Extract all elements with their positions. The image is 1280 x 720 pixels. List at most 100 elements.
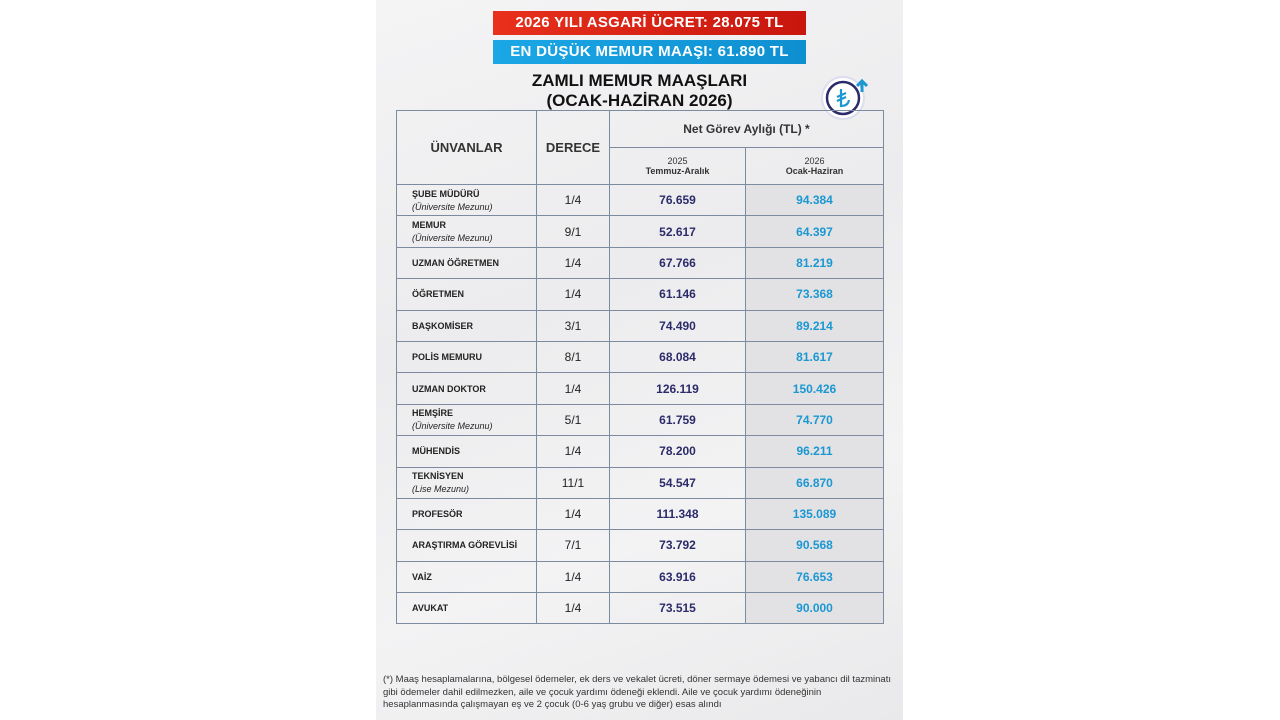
job-title: POLİS MEMURU [412,352,483,363]
grade-cell: 5/1 [536,403,610,437]
title-cell: UZMAN ÖĞRETMEN [396,246,537,280]
job-title: ÖĞRETMEN [412,289,465,300]
job-title: UZMAN DOKTOR [412,383,486,394]
period: Ocak-Haziran [785,166,844,176]
salary-2026: 94.384 [745,183,884,217]
salary-2025: 61.759 [609,403,746,437]
job-note: (Üniversite Mezunu) [412,421,493,432]
header-2025: 2025 Temmuz-Aralık [609,147,746,185]
salary-2025: 74.490 [609,309,746,342]
grade-cell: 7/1 [536,529,610,562]
title-cell: ARAŞTIRMA GÖREVLİSİ [396,529,537,562]
title-cell: POLİS MEMURU [396,340,537,374]
table-row: BAŞKOMİSER 3/1 74.490 89.214 [396,309,884,342]
grade-cell: 9/1 [536,215,610,248]
salary-2026: 66.870 [745,466,884,499]
table-row: ŞUBE MÜDÜRÜ (Üniversite Mezunu) 1/4 76.659 9… [396,183,884,217]
salary-2025: 63.916 [609,560,746,594]
salary-2025: 73.792 [609,529,746,562]
title-cell: MÜHENDİS [396,435,537,468]
salary-2025: 73.515 [609,592,746,625]
year: 2026 [804,156,825,166]
job-title: HEMŞİRE [412,408,454,419]
header-grade: DERECE [536,110,610,185]
salary-2025: 68.084 [609,340,746,374]
salary-2025: 76.659 [609,183,746,217]
title-cell: ŞUBE MÜDÜRÜ (Üniversite Mezunu) [396,183,537,217]
salary-2026: 135.089 [745,497,884,531]
table-row: MÜHENDİS 1/4 78.200 96.211 [396,435,884,468]
salary-2026: 81.617 [745,340,884,374]
table-row: PROFESÖR 1/4 111.348 135.089 [396,497,884,531]
grade-cell: 1/4 [536,278,610,311]
infographic: 2026 YILI ASGARİ ÜCRET: 28.075 TL EN DÜŞ… [376,0,903,720]
grade-cell: 1/4 [536,560,610,594]
salary-2025: 111.348 [609,497,746,531]
grade-cell: 8/1 [536,340,610,374]
salary-2025: 67.766 [609,246,746,280]
job-title: VAİZ [412,571,432,582]
title-cell: VAİZ [396,560,537,594]
job-title: PROFESÖR [412,509,463,520]
job-title: TEKNİSYEN [412,471,464,482]
grade-cell: 1/4 [536,592,610,625]
salary-2026: 64.397 [745,215,884,248]
grade-cell: 1/4 [536,183,610,217]
salary-2025: 52.617 [609,215,746,248]
title: ZAMLI MEMUR MAAŞLARI [531,71,748,90]
year: 2025 [667,156,688,166]
header-2026: 2026 Ocak-Haziran [745,147,884,185]
footnote: (*) Maaş hesaplamalarına, bölgesel ödeme… [383,674,891,710]
job-note: (Üniversite Mezunu) [412,201,493,212]
table-row: HEMŞİRE (Üniversite Mezunu) 5/1 61.759 74.77… [396,403,884,437]
salary-2026: 96.211 [745,435,884,468]
grade-cell: 1/4 [536,372,610,405]
grade-cell: 11/1 [536,466,610,499]
salary-2026: 90.568 [745,529,884,562]
grade-cell: 1/4 [536,497,610,531]
salary-2026: 81.219 [745,246,884,280]
salary-2026: 76.653 [745,560,884,594]
job-title: MÜHENDİS [412,446,461,457]
title-cell: UZMAN DOKTOR [396,372,537,405]
table-body: ŞUBE MÜDÜRÜ (Üniversite Mezunu) 1/4 76.659 9… [396,183,884,625]
job-title: ARAŞTIRMA GÖREVLİSİ [412,540,518,551]
salary-2025: 126.119 [609,372,746,405]
salary-2026: 74.770 [745,403,884,437]
min-salary-banner: EN DÜŞÜK MEMUR MAAŞI: 61.890 TL [493,40,806,64]
title-cell: ÖĞRETMEN [396,278,537,311]
title-cell: BAŞKOMİSER [396,309,537,342]
salary-2025: 54.547 [609,466,746,499]
job-title: UZMAN ÖĞRETMEN [412,257,499,268]
salary-2025: 78.200 [609,435,746,468]
job-note: (Üniversite Mezunu) [412,233,493,244]
table-row: UZMAN DOKTOR 1/4 126.119 150.426 [396,372,884,405]
table-row: UZMAN ÖĞRETMEN 1/4 67.766 81.219 [396,246,884,280]
table-row: ARAŞTIRMA GÖREVLİSİ 7/1 73.792 90.568 [396,529,884,562]
salary-table: ÜNVANLAR DERECE Net Görev Aylığı (TL) * … [396,110,884,625]
salary-2026: 89.214 [745,309,884,342]
table-row: VAİZ 1/4 63.916 76.653 [396,560,884,594]
header-group: Net Görev Aylığı (TL) * [609,110,884,148]
subtitle: (OCAK-HAZİRAN 2026) [546,91,733,110]
table-row: TEKNİSYEN (Lise Mezunu) 11/1 54.547 66.870 [396,466,884,499]
grade-cell: 1/4 [536,435,610,468]
job-title: BAŞKOMİSER [412,320,474,331]
lira-icon [821,76,869,120]
table-row: MEMUR (Üniversite Mezunu) 9/1 52.617 64.397 [396,215,884,248]
salary-2026: 90.000 [745,592,884,625]
job-title: MEMUR [412,220,446,231]
job-note: (Lise Mezunu) [412,484,470,495]
period: Temmuz-Aralık [645,166,710,176]
header-title: ÜNVANLAR [396,110,537,185]
job-title: AVUKAT [412,603,449,614]
title-cell: PROFESÖR [396,497,537,531]
table-row: AVUKAT 1/4 73.515 90.000 [396,592,884,625]
table-row: POLİS MEMURU 8/1 68.084 81.617 [396,340,884,374]
title-cell: TEKNİSYEN (Lise Mezunu) [396,466,537,499]
salary-2025: 61.146 [609,278,746,311]
min-wage-banner: 2026 YILI ASGARİ ÜCRET: 28.075 TL [493,11,806,35]
table-row: ÖĞRETMEN 1/4 61.146 73.368 [396,278,884,311]
title-cell: AVUKAT [396,592,537,625]
